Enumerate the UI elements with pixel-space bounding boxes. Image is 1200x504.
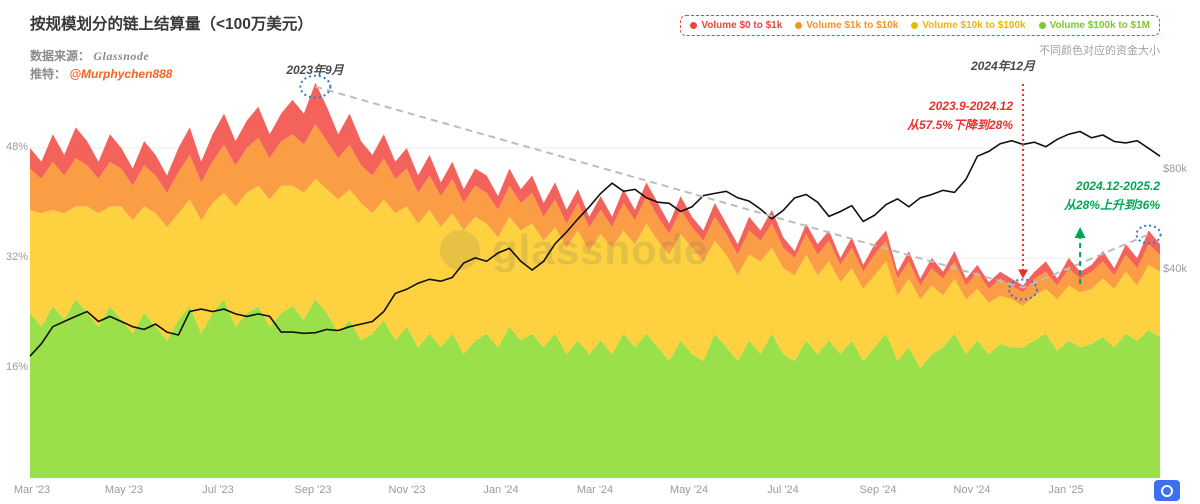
highlight-circle-peak xyxy=(299,74,332,99)
annotation-peak-date: 2023年9月 xyxy=(286,63,344,77)
x-axis-label: Mar '23 xyxy=(13,484,51,496)
legend-dot-red xyxy=(690,22,698,29)
annotation-rise-change: 从28%上升到36% xyxy=(1063,198,1160,212)
x-axis-label: Jan '25 xyxy=(1048,484,1084,496)
legend: Volume $0 to $1k Volume $1k to $10k Volu… xyxy=(680,15,1160,36)
legend-label: Volume $0 to $1k xyxy=(701,20,783,31)
twitter-label: 推特： xyxy=(30,67,67,81)
legend-dot-orange xyxy=(795,22,803,29)
trend-dashed-line xyxy=(315,85,1149,289)
annotation-decline: 2023.9-2024.12 从57.5%下降到28% xyxy=(853,97,1013,135)
legend-dot-green xyxy=(1038,22,1046,29)
legend-label: Volume $10k to $100k xyxy=(922,20,1026,31)
y-axis-label-80k: $80k xyxy=(1163,163,1187,175)
annotation-trough-date: 2024年12月 xyxy=(970,59,1036,73)
twitter-line: 推特： @Murphychen888 xyxy=(30,65,172,82)
x-axis-label: Jan '24 xyxy=(483,484,519,496)
x-axis-label: Mar '24 xyxy=(576,484,614,496)
x-axis-label: Jul '24 xyxy=(767,484,799,496)
legend-dot-yellow xyxy=(911,22,919,29)
y-axis-label-40k: $40k xyxy=(1163,263,1187,275)
page-title: 按规模划分的链上结算量（<100万美元） xyxy=(30,16,313,33)
watermark-text: glassnode xyxy=(492,226,709,273)
x-axis-label: Jul '23 xyxy=(202,484,234,496)
watermark-logo xyxy=(440,230,480,270)
legend-item-volume-0-1k[interactable]: Volume $0 to $1k xyxy=(690,20,782,31)
legend-label: Volume $1k to $10k xyxy=(806,20,899,31)
legend-item-volume-1k-10k[interactable]: Volume $1k to $10k xyxy=(795,20,898,31)
annotation-decline-range: 2023.9-2024.12 xyxy=(928,99,1013,113)
legend-label: Volume $100k to $1M xyxy=(1049,20,1150,31)
area-series-0 xyxy=(30,299,1160,478)
data-source: 数据来源： Glassnode xyxy=(30,47,149,64)
y-axis-label-16: 16% xyxy=(5,361,28,373)
rise-arrowhead xyxy=(1074,227,1086,238)
twitter-handle[interactable]: @Murphychen888 xyxy=(69,67,173,81)
highlight-circle-trough xyxy=(1008,278,1039,301)
x-axis-label: Nov '24 xyxy=(953,484,991,496)
x-axis-label: Sep '23 xyxy=(294,484,332,496)
area-series-2 xyxy=(30,123,1160,307)
x-axis-label: Nov '23 xyxy=(388,484,426,496)
x-axis-label: Sep '24 xyxy=(859,484,897,496)
y-axis-label-32: 32% xyxy=(5,251,28,263)
glassnode-logo-badge[interactable] xyxy=(1154,480,1180,501)
legend-note: 不同颜色对应的资金大小 xyxy=(1039,45,1160,57)
decline-arrowhead xyxy=(1018,269,1029,279)
data-source-value: Glassnode xyxy=(93,49,150,63)
y-axis-label-48: 48% xyxy=(5,141,28,153)
price-line xyxy=(29,130,1161,357)
area-series-1 xyxy=(30,178,1160,368)
area-series-3 xyxy=(30,82,1160,293)
annotation-rise-range: 2024.12-2025.2 xyxy=(1075,179,1160,193)
x-axis-label: May '24 xyxy=(669,484,709,496)
annotation-rise: 2024.12-2025.2 从28%上升到36% xyxy=(996,177,1160,215)
highlight-circle-end xyxy=(1135,224,1162,245)
data-source-label: 数据来源： xyxy=(30,49,91,63)
glassnode-logo-mark xyxy=(1161,484,1173,497)
annotation-decline-change: 从57.5%下降到28% xyxy=(906,118,1013,132)
legend-item-volume-100k-1m[interactable]: Volume $100k to $1M xyxy=(1038,20,1150,31)
x-axis-label: May '23 xyxy=(104,484,144,496)
legend-item-volume-10k-100k[interactable]: Volume $10k to $100k xyxy=(911,20,1026,31)
